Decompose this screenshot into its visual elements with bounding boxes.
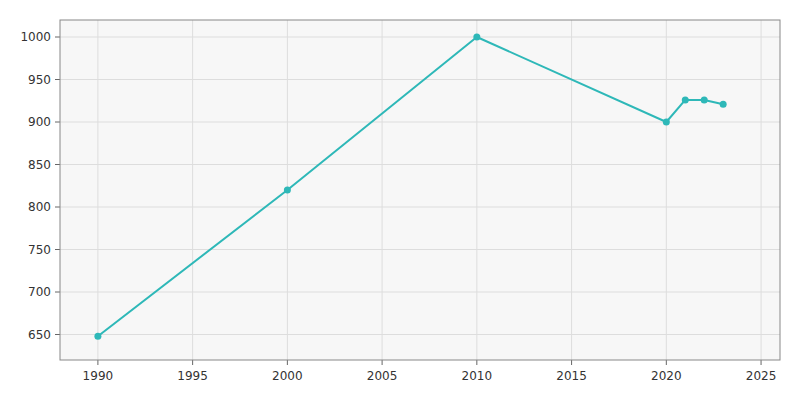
x-grid-line: [666, 20, 667, 360]
x-grid-line: [97, 20, 98, 360]
point: [663, 119, 670, 126]
y-tick-label: 950: [28, 73, 51, 87]
x-tick-label: 2010: [462, 369, 493, 383]
x-tick-label: 2025: [746, 369, 777, 383]
x-tick: [382, 360, 383, 365]
y-tick-label: 750: [28, 243, 51, 257]
x-tick-label: 1995: [177, 369, 208, 383]
y-grid-line: [60, 79, 780, 80]
point: [682, 96, 689, 103]
grid: [55, 20, 780, 365]
x-grid-line: [476, 20, 477, 360]
x-tick-label: 2000: [272, 369, 303, 383]
y-tick: [55, 37, 60, 38]
y-tick: [55, 334, 60, 335]
y-tick: [55, 207, 60, 208]
x-tick-label: 2005: [367, 369, 398, 383]
chart-svg: 1990 1995 2000 2005 2010 2015 2020 2025 650 700 75…: [0, 0, 800, 400]
y-grid-line: [60, 334, 780, 335]
line: [98, 37, 723, 336]
plot-background: [60, 20, 780, 360]
y-tick: [55, 249, 60, 250]
y-tick-label: 800: [28, 200, 51, 214]
x-tick: [287, 360, 288, 365]
x-tick: [761, 360, 762, 365]
x-tick-label: 2015: [556, 369, 587, 383]
chart-container: 1990 1995 2000 2005 2010 2015 2020 2025 650 700 75…: [0, 0, 800, 400]
y-tick-label: 1000: [20, 30, 51, 44]
y-tick-label: 700: [28, 285, 51, 299]
data-marks: [94, 34, 726, 340]
x-tick: [571, 360, 572, 365]
tick-labels: 1990 1995 2000 2005 2010 2015 2020 2025 650 700 75…: [20, 30, 776, 383]
y-grid-line: [60, 207, 780, 208]
x-tick-label: 2020: [651, 369, 682, 383]
y-grid-line: [60, 37, 780, 38]
x-grid-line: [761, 20, 762, 360]
y-tick: [55, 79, 60, 80]
y-grid-line: [60, 292, 780, 293]
y-tick-label: 650: [28, 328, 51, 342]
point: [701, 96, 708, 103]
x-grid-line: [571, 20, 572, 360]
x-tick: [192, 360, 193, 365]
y-tick-label: 850: [28, 158, 51, 172]
point: [720, 101, 727, 108]
x-grid-line: [192, 20, 193, 360]
y-grid-line: [60, 164, 780, 165]
x-tick: [666, 360, 667, 365]
y-tick-label: 900: [28, 115, 51, 129]
point: [94, 333, 101, 340]
y-tick: [55, 164, 60, 165]
x-grid-line: [382, 20, 383, 360]
y-tick: [55, 292, 60, 293]
y-grid-line: [60, 122, 780, 123]
y-grid-line: [60, 249, 780, 250]
point: [473, 34, 480, 41]
y-tick: [55, 122, 60, 123]
x-tick: [97, 360, 98, 365]
x-tick: [476, 360, 477, 365]
point: [284, 187, 291, 194]
plot-frame: [60, 20, 780, 360]
x-tick-label: 1990: [83, 369, 114, 383]
